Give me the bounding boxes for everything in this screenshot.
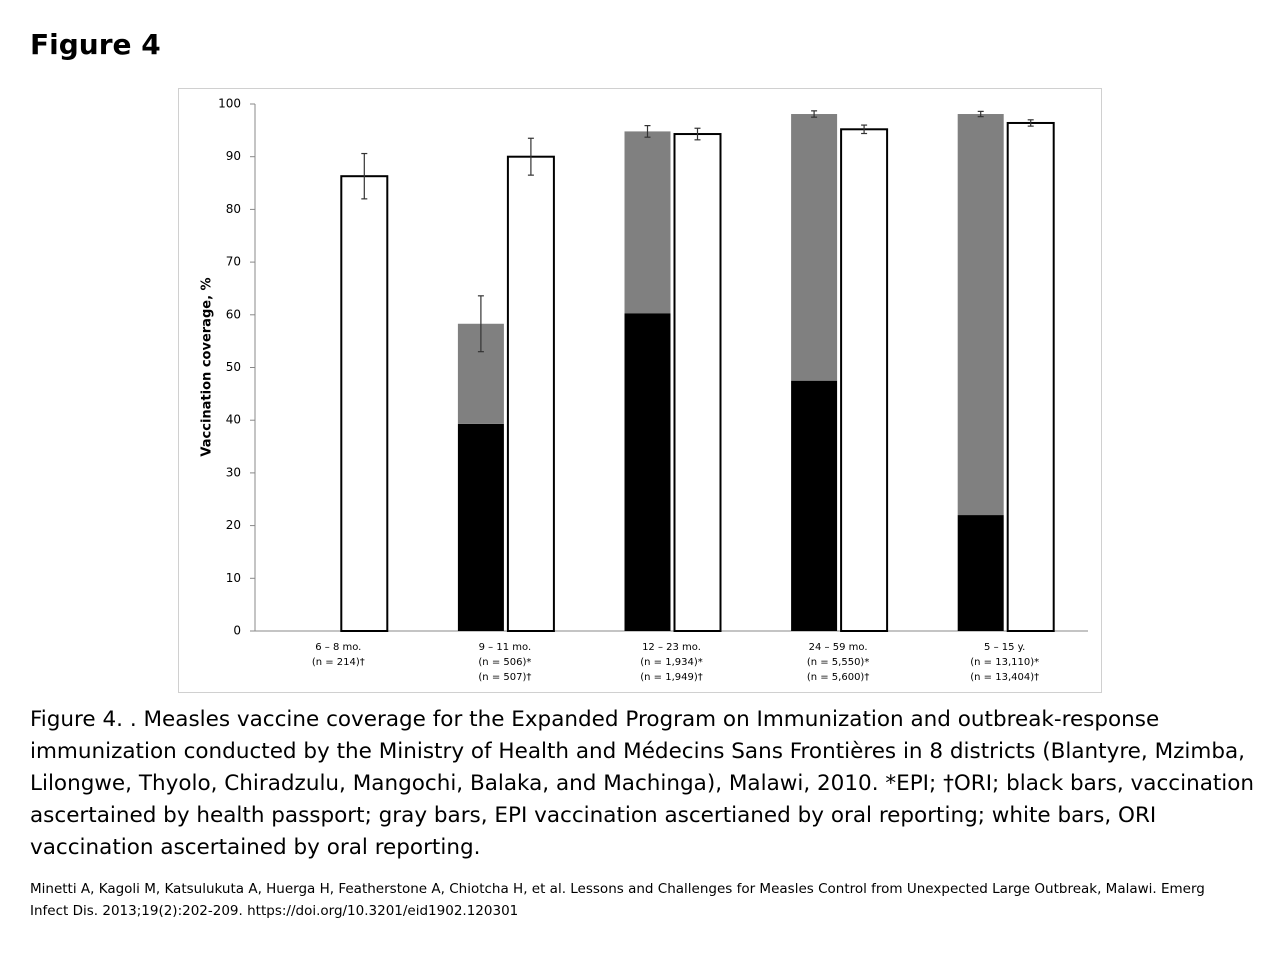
error-bar (694, 127, 701, 141)
bar (624, 313, 671, 631)
x-tick-note: (n = 5,600)† (807, 672, 870, 683)
y-tick-label: 80 (226, 202, 241, 216)
bar (791, 114, 838, 381)
x-tick-note: (n = 5,550)* (807, 657, 870, 668)
bar (340, 175, 389, 632)
bar (506, 155, 555, 632)
error-bar (477, 295, 484, 353)
bar (624, 131, 671, 314)
x-tick-note: (n = 214)† (312, 657, 365, 668)
y-tick-label: 90 (226, 149, 241, 163)
x-tick-label: 6 – 8 mo. (315, 642, 361, 653)
error-bar (811, 110, 818, 118)
caption: Figure 4. . Measles vaccine coverage for… (30, 707, 1255, 860)
x-tick-label: 12 – 23 mo. (642, 642, 701, 653)
y-tick-label: 30 (226, 465, 241, 479)
x-tick-note: (n = 507)† (478, 672, 531, 683)
x-tick-label: 24 – 59 mo. (809, 642, 868, 653)
x-tick-note: (n = 1,949)† (640, 672, 703, 683)
x-tick-note: (n = 506)* (478, 657, 531, 668)
error-bar (1027, 119, 1034, 127)
y-tick-label: 50 (226, 360, 241, 374)
y-tick-label: 0 (233, 624, 241, 638)
error-bar (861, 124, 868, 135)
x-tick-note: (n = 13,404)† (970, 672, 1039, 683)
y-tick-label: 70 (226, 255, 241, 269)
x-tick-note: (n = 13,110)* (970, 657, 1039, 668)
x-tick-label: 5 – 15 y. (984, 642, 1025, 653)
bar (1006, 121, 1055, 633)
bar (791, 380, 838, 631)
bar (673, 133, 722, 632)
citation: Minetti A, Kagoli M, Katsulukuta A, Huer… (30, 881, 1205, 919)
error-bar (527, 137, 534, 176)
y-tick-label: 20 (226, 518, 241, 532)
x-tick-note: (n = 1,934)* (640, 657, 703, 668)
error-bar (644, 125, 651, 138)
error-bar (361, 152, 368, 200)
error-bar (977, 110, 984, 118)
bar (957, 114, 1004, 516)
bar (957, 515, 1004, 631)
bar (457, 423, 504, 631)
y-axis-label: Vaccination coverage, % (200, 277, 215, 456)
x-tick-label: 9 – 11 mo. (479, 642, 532, 653)
bar (840, 128, 889, 633)
y-tick-label: 60 (226, 307, 241, 321)
y-tick-label: 100 (218, 97, 241, 111)
chart: Vaccination coverage, % 0 10 20 30 40 50 60 70 8… (178, 88, 1102, 693)
y-tick-label: 10 (226, 571, 241, 585)
y-tick-label: 40 (226, 413, 241, 427)
figure-title: Figure 4 (30, 28, 161, 61)
